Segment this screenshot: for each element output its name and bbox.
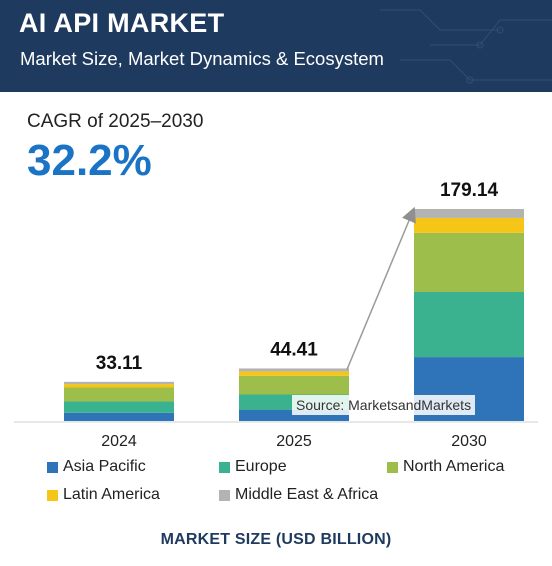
bar-segment-2024-3 [64, 384, 174, 388]
bar-segment-2025-3 [239, 371, 349, 376]
legend-item-europe: Europe [219, 458, 287, 476]
bar-segment-2030-3 [414, 217, 524, 233]
legend-item-asia-pacific: Asia Pacific [47, 458, 146, 476]
legend-label: North America [403, 458, 505, 475]
legend-swatch [387, 461, 398, 473]
legend-swatch [219, 489, 230, 501]
legend-label: Asia Pacific [63, 458, 146, 475]
total-label-2025: 44.41 [270, 339, 318, 360]
bar-segment-2030-2 [414, 232, 524, 293]
bar-segment-2030-1 [414, 292, 524, 358]
bar-segment-2024-0 [64, 412, 174, 421]
legend-swatch [47, 461, 58, 473]
bar-segment-2030-4 [414, 209, 524, 218]
legend-label: Middle East & Africa [235, 486, 379, 503]
bar-segment-2024-1 [64, 401, 174, 413]
bar-segment-2025-0 [239, 409, 349, 421]
bar-segment-2025-4 [239, 368, 349, 372]
legend-swatch [219, 461, 230, 473]
source-note: Source: MarketsandMarkets [292, 395, 476, 415]
x-tick-label-2030: 2030 [451, 433, 487, 450]
legend-item-latin-america: Latin America [47, 486, 160, 504]
cagr-label: CAGR of 2025–2030 [27, 111, 204, 132]
legend-item-middle-east-africa: Middle East & Africa [219, 486, 378, 504]
bar-segment-2025-2 [239, 375, 349, 395]
header-subtitle: Market Size, Market Dynamics & Ecosystem [20, 48, 384, 69]
x-tick-label-2024: 2024 [101, 433, 137, 450]
bar-segment-2024-2 [64, 387, 174, 402]
total-label-2030: 179.14 [440, 180, 499, 201]
bar-segment-2024-4 [64, 381, 174, 385]
legend-label: Europe [235, 458, 287, 475]
total-label-2024: 33.11 [96, 353, 143, 374]
header-title: AI API MARKET [19, 8, 225, 38]
growth-arrow [346, 206, 416, 370]
header-banner: AI API MARKET Market Size, Market Dynami… [0, 0, 552, 92]
legend-item-north-america: North America [387, 458, 504, 476]
footer-axis-title: MARKET SIZE (USD BILLION) [160, 531, 392, 548]
header-circuit-pattern [380, 9, 552, 84]
legend-swatch [47, 489, 58, 501]
x-tick-label-2025: 2025 [276, 433, 312, 450]
cagr-value: 32.2% [27, 136, 152, 185]
legend-label: Latin America [63, 486, 160, 503]
